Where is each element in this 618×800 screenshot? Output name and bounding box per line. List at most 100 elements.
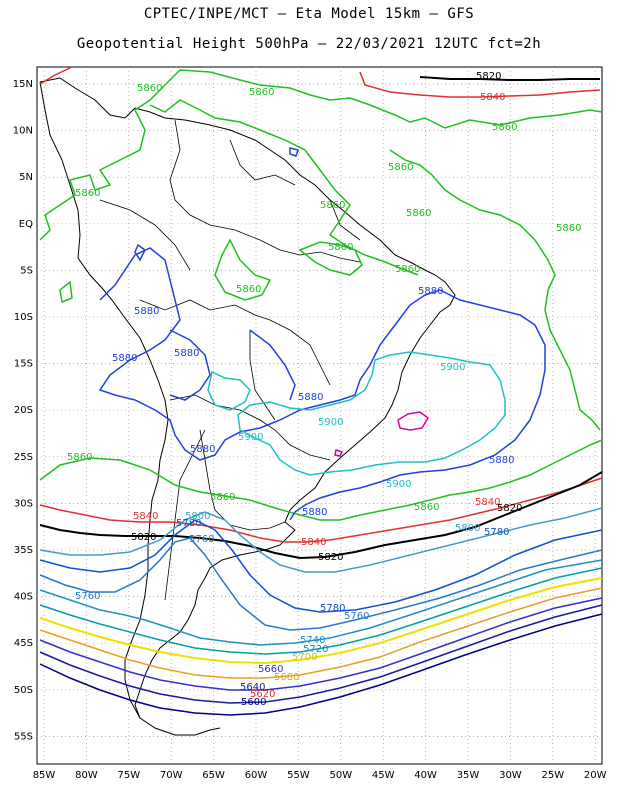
label-5680: 5680	[274, 672, 299, 683]
lon-label: 70W	[160, 770, 183, 781]
lon-label: 30W	[499, 770, 522, 781]
contour-5800	[39, 507, 603, 573]
label-5700: 5700	[292, 652, 317, 663]
lat-label: 50S	[14, 685, 33, 696]
contour-5840	[39, 67, 603, 543]
contour-5820	[39, 76, 603, 560]
label-5840-s1: 5840	[133, 511, 158, 522]
label-5840-s2: 5840	[475, 497, 500, 508]
label-5880-c: 5880	[174, 348, 199, 359]
lon-label: 80W	[75, 770, 98, 781]
label-5880-f: 5880	[190, 444, 215, 455]
lon-label: 65W	[202, 770, 225, 781]
label-5880-h: 5880	[302, 507, 327, 518]
label-5860-s3: 5860	[414, 502, 439, 513]
label-5880-g: 5880	[489, 455, 514, 466]
contour-5880	[98, 147, 546, 521]
label-5900-b: 5900	[318, 417, 343, 428]
label-5800-b: 5800	[455, 523, 480, 534]
contour-5720	[39, 567, 603, 655]
contour-5700	[39, 577, 603, 665]
label-5620-red: 5620	[250, 689, 275, 700]
lon-label: 40W	[414, 770, 437, 781]
coastline-south-america	[39, 77, 456, 736]
label-5780-c: 5780	[320, 603, 345, 614]
label-5780-b: 5780	[484, 527, 509, 538]
label-5740: 5740	[300, 635, 325, 646]
label-5860-e: 5860	[75, 188, 100, 199]
lat-label: 5N	[19, 172, 33, 183]
lon-label: 60W	[245, 770, 268, 781]
lat-label: EQ	[19, 219, 33, 230]
label-5900-a: 5900	[440, 362, 465, 373]
label-5860-d: 5860	[388, 162, 413, 173]
lat-label: 10S	[14, 312, 33, 323]
label-5900-d: 5900	[386, 479, 411, 490]
label-5840-north: 5840	[480, 92, 505, 103]
label-5800-a: 5800	[185, 511, 210, 522]
label-5860-a: 5860	[137, 83, 162, 94]
label-5880-b: 5880	[134, 306, 159, 317]
lat-label: 45S	[14, 638, 33, 649]
contour-5660	[39, 597, 603, 691]
lon-label: 75W	[117, 770, 140, 781]
contour-5920	[334, 411, 429, 457]
lat-label: 15N	[13, 79, 33, 90]
lon-label: 50W	[329, 770, 352, 781]
label-5860-b: 5860	[249, 87, 274, 98]
contour-5680	[39, 587, 603, 679]
label-5760-b: 5760	[75, 591, 100, 602]
lat-label: 5S	[20, 265, 33, 276]
contour-5760	[39, 537, 603, 631]
label-5860-c: 5860	[492, 122, 517, 133]
lat-label: 25S	[14, 452, 33, 463]
label-5880-e: 5880	[298, 392, 323, 403]
label-5860-f: 5860	[320, 200, 345, 211]
label-5860-h: 5860	[556, 223, 581, 234]
label-5820-s2: 5820	[497, 503, 522, 514]
label-5860-k: 5860	[236, 284, 261, 295]
longitude-labels: 85W 80W 75W 70W 65W 60W 55W 50W 45W 40W 35W 30W 25W 2…	[33, 770, 607, 781]
label-5880-a: 5880	[418, 286, 443, 297]
latitude-labels: 15N 10N 5N EQ 5S 10S 15S 20S 25S 30S 35S 40S 45S 50S 5…	[13, 79, 33, 742]
label-5860-i: 5860	[328, 242, 353, 253]
map-title-line2: Geopotential Height 500hPa – 22/03/2021 …	[76, 36, 542, 52]
map-title-line1: CPTEC/INPE/MCT – Eta Model 15km – GFS	[143, 6, 475, 22]
contour-5620	[39, 613, 603, 716]
map-frame	[36, 66, 603, 765]
label-5820-s1: 5820	[131, 532, 156, 543]
label-5860-s1: 5860	[67, 452, 92, 463]
lon-label: 55W	[287, 770, 310, 781]
lat-label: 40S	[14, 592, 33, 603]
label-5780-a: 5780	[176, 518, 201, 529]
label-5820-s3: 5820	[318, 552, 343, 563]
label-5900-c: 5900	[238, 432, 263, 443]
lon-label: 35W	[457, 770, 480, 781]
lon-label: 85W	[33, 770, 56, 781]
lat-label: 15S	[14, 359, 33, 370]
contour-5740	[39, 559, 603, 646]
contour-5900	[207, 351, 506, 476]
lat-label: 10N	[13, 126, 33, 137]
lon-label: 20W	[584, 770, 607, 781]
lat-label: 20S	[14, 405, 33, 416]
label-5860-j: 5860	[395, 264, 420, 275]
label-5820-north: 5820	[476, 71, 501, 82]
contour-5860	[39, 69, 603, 521]
label-5660: 5660	[258, 664, 283, 675]
lon-label: 45W	[372, 770, 395, 781]
label-5860-s2: 5860	[210, 492, 235, 503]
label-5600: 5600	[241, 697, 266, 708]
lat-label: 35S	[14, 545, 33, 556]
lon-label: 25W	[541, 770, 564, 781]
contour-5640	[39, 604, 603, 704]
contour-labels: 5820 5840 5860 5860 5860 5860 5860 5860 …	[67, 71, 581, 708]
label-5840-s3: 5840	[301, 537, 326, 548]
label-5860-g: 5860	[406, 208, 431, 219]
label-5640: 5640	[240, 682, 265, 693]
label-5760-a: 5760	[189, 534, 214, 545]
contour-5780	[39, 519, 603, 613]
label-5760-c: 5760	[344, 611, 369, 622]
lat-label: 30S	[14, 498, 33, 509]
